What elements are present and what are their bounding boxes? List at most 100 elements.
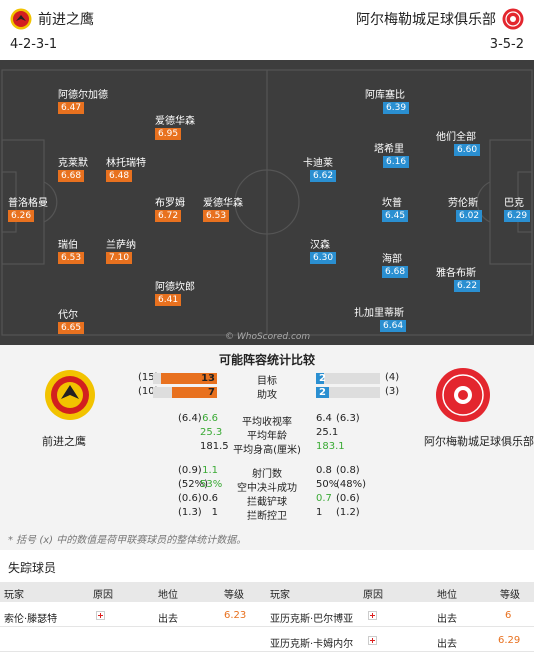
player-name: 阿库塞比 bbox=[365, 90, 405, 101]
stat-label: 平均身高(厘米) bbox=[233, 445, 301, 456]
missing-rating: 6.29 bbox=[498, 635, 521, 646]
missing-rating: 6.23 bbox=[224, 610, 247, 621]
player-name: 塔希里 bbox=[374, 144, 404, 155]
away-bar: 2 bbox=[316, 387, 380, 398]
missing-player-name[interactable]: 亚历克斯·卡姆内尔 bbox=[270, 639, 354, 650]
away-total: (48%) bbox=[336, 479, 367, 490]
away-player[interactable]: 阿库塞比 6.39 bbox=[365, 86, 410, 114]
away-player[interactable]: 他们全部 6.60 bbox=[436, 128, 481, 156]
home-team-name[interactable]: 前进之鹰 bbox=[38, 12, 94, 28]
player-rating: 6.62 bbox=[310, 170, 337, 182]
stat-label: 平均年龄 bbox=[247, 431, 287, 442]
player-name: 代尔 bbox=[58, 310, 78, 321]
home-team-label[interactable]: 前进之鹰 bbox=[42, 435, 86, 448]
away-player[interactable]: 卡迪莱 6.62 bbox=[303, 154, 337, 182]
away-crest-icon bbox=[502, 8, 524, 30]
header-rating: 等级 bbox=[500, 590, 520, 601]
player-rating: 6.48 bbox=[106, 170, 133, 182]
home-formation: 4-2-3-1 bbox=[10, 37, 58, 52]
home-total: (0.9) bbox=[178, 465, 202, 476]
away-big-crest-icon bbox=[436, 368, 490, 422]
player-rating: 6.53 bbox=[203, 210, 230, 222]
player-name: 普洛格曼 bbox=[8, 198, 48, 209]
injury-icon bbox=[96, 611, 105, 620]
missing-title: 失踪球员 bbox=[8, 561, 57, 575]
away-player[interactable]: 汉森 6.30 bbox=[310, 236, 337, 264]
away-value: 6.4 bbox=[316, 413, 332, 424]
away-total: (0.8) bbox=[336, 465, 360, 476]
home-player[interactable]: 瑞伯 6.53 bbox=[58, 236, 85, 264]
away-value: 50% bbox=[316, 479, 339, 490]
home-value: 7 bbox=[208, 387, 215, 398]
home-total: (52%) bbox=[178, 479, 209, 490]
away-value: 25.1 bbox=[316, 427, 339, 438]
home-player[interactable]: 普洛格曼 6.26 bbox=[8, 194, 48, 222]
home-player[interactable]: 克莱默 6.68 bbox=[58, 154, 88, 182]
player-rating: 6.29 bbox=[504, 210, 531, 222]
player-name: 阿德尔加德 bbox=[58, 90, 108, 101]
away-player[interactable]: 劳伦斯 6.02 bbox=[448, 194, 483, 222]
missing-table-header: 玩家 原因 地位 等级 玩家 原因 地位 等级 bbox=[0, 582, 534, 602]
match-header: 前进之鹰 4-2-3-1 阿尔梅勒城足球俱乐部 3-5-2 bbox=[0, 0, 534, 60]
away-team-label[interactable]: 阿尔梅勒城足球俱乐部 bbox=[424, 435, 534, 448]
away-value: 2 bbox=[319, 373, 326, 384]
header-status: 地位 bbox=[158, 590, 178, 601]
player-name: 汉森 bbox=[310, 240, 330, 251]
player-rating: 6.64 bbox=[380, 320, 407, 332]
away-bar-fill bbox=[316, 373, 325, 384]
away-value: 1 bbox=[316, 507, 323, 518]
away-formation: 3-5-2 bbox=[489, 37, 524, 52]
home-player[interactable]: 兰萨纳 7.10 bbox=[106, 236, 136, 264]
player-name: 坎普 bbox=[382, 198, 402, 209]
stat-label: 平均收视率 bbox=[242, 417, 292, 428]
away-bar: 2 bbox=[316, 373, 380, 384]
away-player[interactable]: 坎普 6.45 bbox=[382, 194, 409, 222]
away-total: (1.2) bbox=[336, 507, 360, 518]
watermark: © WhoScored.com bbox=[225, 332, 311, 342]
home-bar: 7 bbox=[153, 387, 217, 398]
missing-rating: 6 bbox=[505, 610, 512, 621]
away-team-name[interactable]: 阿尔梅勒城足球俱乐部 bbox=[356, 12, 496, 28]
home-player[interactable]: 爱德华森 6.95 bbox=[155, 112, 195, 140]
player-name: 爱德华森 bbox=[155, 116, 195, 127]
home-player[interactable]: 阿德尔加德 6.47 bbox=[58, 86, 108, 114]
player-name: 巴克 bbox=[504, 198, 524, 209]
player-name: 布罗姆 bbox=[155, 198, 185, 209]
away-bar-fill bbox=[316, 387, 329, 398]
player-name: 他们全部 bbox=[436, 132, 476, 143]
home-player[interactable]: 阿德坎郎 6.41 bbox=[155, 278, 195, 306]
home-big-crest-icon bbox=[45, 370, 95, 420]
player-name: 阿德坎郎 bbox=[155, 282, 195, 293]
table-row: 亚历克斯·卡姆内尔 出去 6.29 bbox=[0, 628, 534, 652]
header-reason: 原因 bbox=[93, 590, 113, 601]
player-name: 克莱默 bbox=[58, 158, 88, 169]
home-player[interactable]: 布罗姆 6.72 bbox=[155, 194, 185, 222]
player-rating: 6.22 bbox=[454, 280, 481, 292]
away-player[interactable]: 塔希里 6.16 bbox=[374, 140, 410, 168]
away-player[interactable]: 雅各布斯 6.22 bbox=[436, 264, 481, 292]
header-reason: 原因 bbox=[363, 590, 383, 601]
home-team-header[interactable]: 前进之鹰 bbox=[10, 8, 94, 30]
away-value: 183.1 bbox=[316, 441, 345, 452]
missing-status: 出去 bbox=[437, 614, 457, 625]
away-team-header[interactable]: 阿尔梅勒城足球俱乐部 bbox=[356, 8, 524, 30]
home-total: (15) bbox=[138, 372, 159, 383]
home-player[interactable]: 林托瑞特 6.48 bbox=[106, 154, 146, 182]
missing-player-name[interactable]: 亚历克斯·巴尔博亚 bbox=[270, 614, 354, 625]
missing-player-name[interactable]: 索伦·滕瑟特 bbox=[4, 614, 58, 625]
lineup-comparison: 可能阵容统计比较 前进之鹰 阿尔梅勒城足球俱乐部 (15) 13 目标 2 (4) (10… bbox=[0, 345, 534, 550]
away-player[interactable]: 海部 6.68 bbox=[382, 250, 409, 278]
player-rating: 6.60 bbox=[454, 144, 481, 156]
away-total: (4) bbox=[385, 372, 400, 383]
player-rating: 6.68 bbox=[58, 170, 85, 182]
away-player[interactable]: 扎加里蒂斯 6.64 bbox=[354, 304, 407, 332]
pitch-lines bbox=[1, 69, 533, 336]
stat-label: 空中决斗成功 bbox=[237, 483, 297, 494]
stat-label: 拦截铲球 bbox=[247, 497, 287, 508]
away-player[interactable]: 巴克 6.29 bbox=[504, 194, 531, 222]
player-rating: 6.68 bbox=[382, 266, 409, 278]
home-value: 53% bbox=[200, 479, 223, 490]
home-player[interactable]: 爱德华森 6.53 bbox=[203, 194, 243, 222]
home-player[interactable]: 代尔 6.65 bbox=[58, 306, 85, 334]
missing-status: 出去 bbox=[437, 639, 457, 650]
